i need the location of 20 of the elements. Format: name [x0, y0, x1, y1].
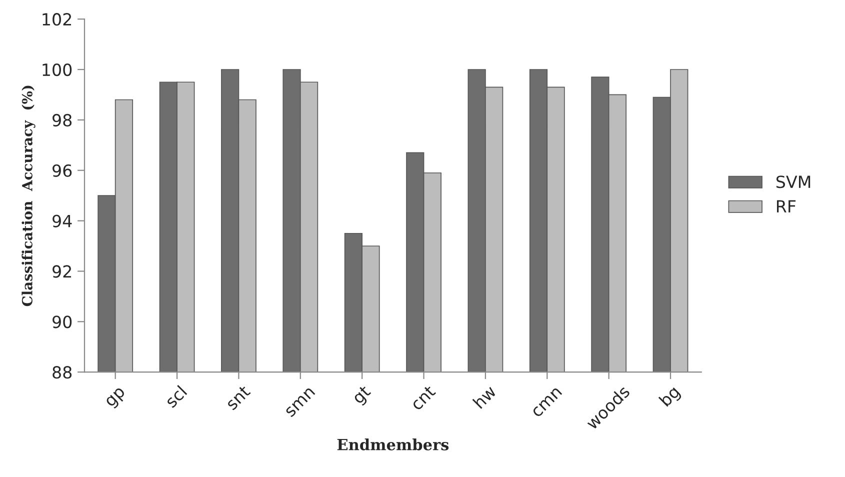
x-tick-label: gp: [105, 386, 128, 410]
y-tick-label: 98: [52, 114, 72, 126]
x-tick-label: scl: [164, 384, 188, 408]
y-axis-title: Classification Accuracy (%): [22, 86, 36, 306]
y-tick-label: 100: [42, 63, 72, 76]
x-tick-label: hw: [472, 384, 497, 409]
y-tick-label: 94: [52, 214, 72, 228]
y-tick-label: 88: [52, 366, 72, 379]
x-tick-label: cmn: [532, 387, 562, 418]
x-tick-label: bg: [658, 384, 683, 410]
y-tick-label: 102: [42, 13, 72, 26]
x-tick-label: gt: [352, 384, 374, 407]
x-axis-title: Endmembers: [337, 438, 449, 450]
y-tick-label: 96: [52, 164, 72, 177]
legend-label: SVM: [776, 176, 810, 188]
legend-label: RF: [776, 200, 796, 212]
y-tick-label: 92: [52, 265, 72, 278]
y-tick-label: 90: [52, 316, 72, 328]
x-tick-label: snt: [225, 384, 251, 411]
x-tick-label: cnt: [410, 384, 436, 411]
